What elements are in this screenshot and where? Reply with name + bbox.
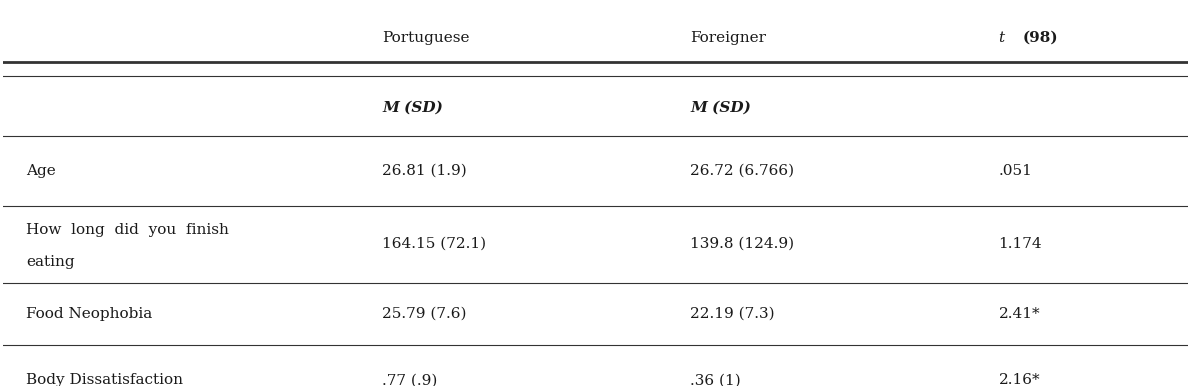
- Text: eating: eating: [26, 254, 75, 269]
- Text: t: t: [998, 31, 1010, 45]
- Text: 25.79 (7.6): 25.79 (7.6): [382, 307, 467, 321]
- Text: How  long  did  you  finish: How long did you finish: [26, 223, 230, 237]
- Text: .36 (1): .36 (1): [691, 373, 741, 386]
- Text: 139.8 (124.9): 139.8 (124.9): [691, 237, 794, 251]
- Text: 26.72 (6.766): 26.72 (6.766): [691, 164, 794, 178]
- Text: Food Neophobia: Food Neophobia: [26, 307, 152, 321]
- Text: 2.16*: 2.16*: [998, 373, 1040, 386]
- Text: 22.19 (7.3): 22.19 (7.3): [691, 307, 775, 321]
- Text: Age: Age: [26, 164, 56, 178]
- Text: Foreigner: Foreigner: [691, 31, 766, 45]
- Text: Portuguese: Portuguese: [382, 31, 469, 45]
- Text: 2.41*: 2.41*: [998, 307, 1040, 321]
- Text: 1.174: 1.174: [998, 237, 1042, 251]
- Text: M (SD): M (SD): [691, 101, 752, 115]
- Text: .77 (.9): .77 (.9): [382, 373, 437, 386]
- Text: (98): (98): [1022, 31, 1058, 45]
- Text: 26.81 (1.9): 26.81 (1.9): [382, 164, 467, 178]
- Text: M (SD): M (SD): [382, 101, 443, 115]
- Text: Body Dissatisfaction: Body Dissatisfaction: [26, 373, 183, 386]
- Text: 164.15 (72.1): 164.15 (72.1): [382, 237, 486, 251]
- Text: .051: .051: [998, 164, 1033, 178]
